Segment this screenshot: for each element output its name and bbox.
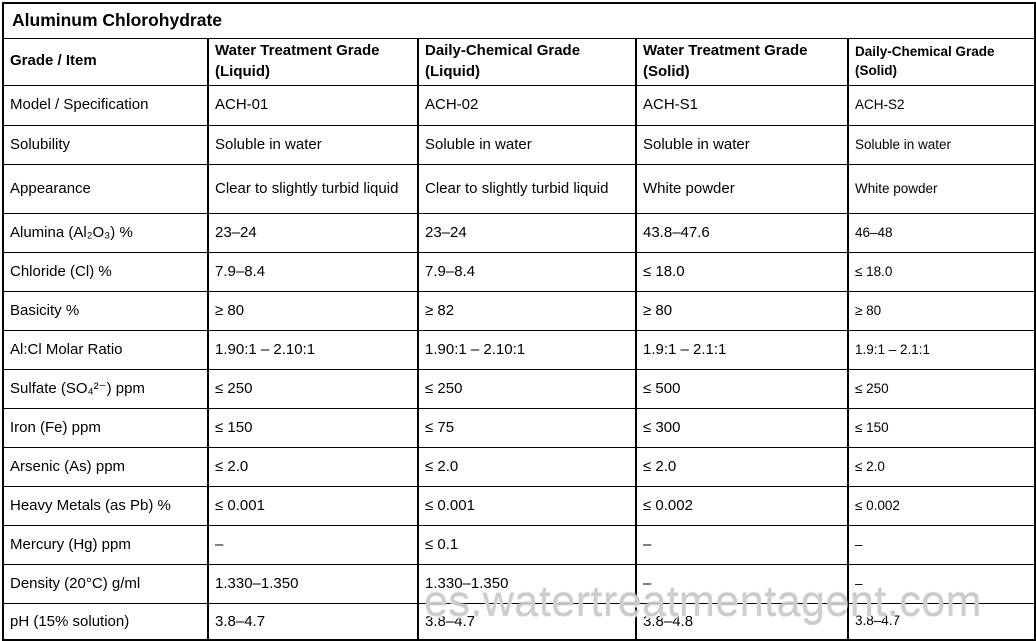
cell: 7.9–8.4 [207,251,419,292]
header-row: Grade / Item Water Treatment Grade (Liqu… [2,37,1036,86]
row-density: Density (20°C) g/ml 1.330–1.350 1.330–1.… [2,563,1036,604]
row-alumina: Alumina (Al₂O₃) % 23–24 23–24 43.8–47.6 … [2,212,1036,253]
cell: Clear to slightly turbid liquid [207,163,419,214]
cell: ≥ 80 [207,290,419,331]
cell: ≤ 500 [635,368,849,409]
cell: ≤ 0.002 [846,485,1036,526]
row-label: Iron (Fe) ppm [2,407,209,448]
row-label: Model / Specification [2,84,209,126]
cell: 46–48 [846,212,1036,253]
cell: ≤ 2.0 [207,446,419,487]
row-label: Mercury (Hg) ppm [2,524,209,565]
cell: ≤ 75 [417,407,637,448]
row-label: Density (20°C) g/ml [2,563,209,604]
row-label: Alumina (Al₂O₃) % [2,212,209,253]
cell: – [635,524,849,565]
cell: ≤ 250 [846,368,1036,409]
cell: 43.8–47.6 [635,212,849,253]
cell: ≤ 2.0 [417,446,637,487]
cell: 1.330–1.350 [417,563,637,604]
cell: ≤ 18.0 [846,251,1036,292]
cell: ACH-01 [207,84,419,126]
cell: ≤ 18.0 [635,251,849,292]
cell: 3.8–4.7 [846,602,1036,641]
row-appearance: Appearance Clear to slightly turbid liqu… [2,163,1036,214]
row-molar-ratio: Al:Cl Molar Ratio 1.90:1 – 2.10:1 1.90:1… [2,329,1036,370]
page-title: Aluminum Chlorohydrate [1,2,1036,39]
cell: 1.9:1 – 2.1:1 [635,329,849,370]
cell: ≤ 150 [846,407,1036,448]
row-sulfate: Sulfate (SO₄²⁻) ppm ≤ 250 ≤ 250 ≤ 500 ≤ … [2,368,1036,409]
cell: White powder [635,163,849,214]
cell: 1.90:1 – 2.10:1 [207,329,419,370]
cell: ≤ 150 [207,407,419,448]
cell: ≤ 250 [417,368,637,409]
cell: ≤ 0.002 [635,485,849,526]
row-label: Al:Cl Molar Ratio [2,329,209,370]
cell: ≤ 0.001 [207,485,419,526]
cell: ACH-S2 [846,84,1036,126]
cell: ≥ 80 [846,290,1036,331]
cell: Clear to slightly turbid liquid [417,163,637,214]
title-row: Aluminum Chlorohydrate [1,2,1036,39]
cell: ≤ 0.1 [417,524,637,565]
cell: ≤ 250 [207,368,419,409]
cell: 1.9:1 – 2.1:1 [846,329,1036,370]
cell: 7.9–8.4 [417,251,637,292]
column-header-water-treatment-liquid: Water Treatment Grade (Liquid) [207,37,419,86]
cell: 1.330–1.350 [207,563,419,604]
row-chloride: Chloride (Cl) % 7.9–8.4 7.9–8.4 ≤ 18.0 ≤… [2,251,1036,292]
row-iron: Iron (Fe) ppm ≤ 150 ≤ 75 ≤ 300 ≤ 150 [2,407,1036,448]
cell: Soluble in water [635,124,849,165]
cell: ≤ 2.0 [846,446,1036,487]
row-solubility: Solubility Soluble in water Soluble in w… [2,124,1036,165]
cell: White powder [846,163,1036,214]
corner-header: Grade / Item [2,37,209,86]
cell: – [846,563,1036,604]
row-label: Solubility [2,124,209,165]
row-mercury: Mercury (Hg) ppm – ≤ 0.1 – – [2,524,1036,565]
cell: Soluble in water [417,124,637,165]
row-label: Chloride (Cl) % [2,251,209,292]
cell: ≤ 0.001 [417,485,637,526]
cell: ACH-S1 [635,84,849,126]
row-label: Appearance [2,163,209,214]
column-header-daily-chemical-solid: Daily-Chemical Grade (Solid) [846,37,1036,86]
cell: ≥ 82 [417,290,637,331]
cell: 3.8–4.8 [635,602,849,641]
cell: 3.8–4.7 [207,602,419,641]
row-arsenic: Arsenic (As) ppm ≤ 2.0 ≤ 2.0 ≤ 2.0 ≤ 2.0 [2,446,1036,487]
cell: ACH-02 [417,84,637,126]
cell: 3.8–4.7 [417,602,637,641]
row-label: Basicity % [2,290,209,331]
column-header-daily-chemical-liquid: Daily-Chemical Grade (Liquid) [417,37,637,86]
cell: – [207,524,419,565]
cell: Soluble in water [207,124,419,165]
cell: – [635,563,849,604]
row-label: Heavy Metals (as Pb) % [2,485,209,526]
row-label: Arsenic (As) ppm [2,446,209,487]
row-basicity: Basicity % ≥ 80 ≥ 82 ≥ 80 ≥ 80 [2,290,1036,331]
row-heavy-metals: Heavy Metals (as Pb) % ≤ 0.001 ≤ 0.001 ≤… [2,485,1036,526]
column-header-water-treatment-solid: Water Treatment Grade (Solid) [635,37,849,86]
row-label: pH (15% solution) [2,602,209,641]
cell: – [846,524,1036,565]
cell: 23–24 [417,212,637,253]
row-model-specification: Model / Specification ACH-01 ACH-02 ACH-… [2,84,1036,126]
row-label: Sulfate (SO₄²⁻) ppm [2,368,209,409]
cell: ≤ 2.0 [635,446,849,487]
cell: ≥ 80 [635,290,849,331]
cell: ≤ 300 [635,407,849,448]
cell: 23–24 [207,212,419,253]
cell: Soluble in water [846,124,1036,165]
row-ph: pH (15% solution) 3.8–4.7 3.8–4.7 3.8–4.… [2,602,1036,641]
cell: 1.90:1 – 2.10:1 [417,329,637,370]
